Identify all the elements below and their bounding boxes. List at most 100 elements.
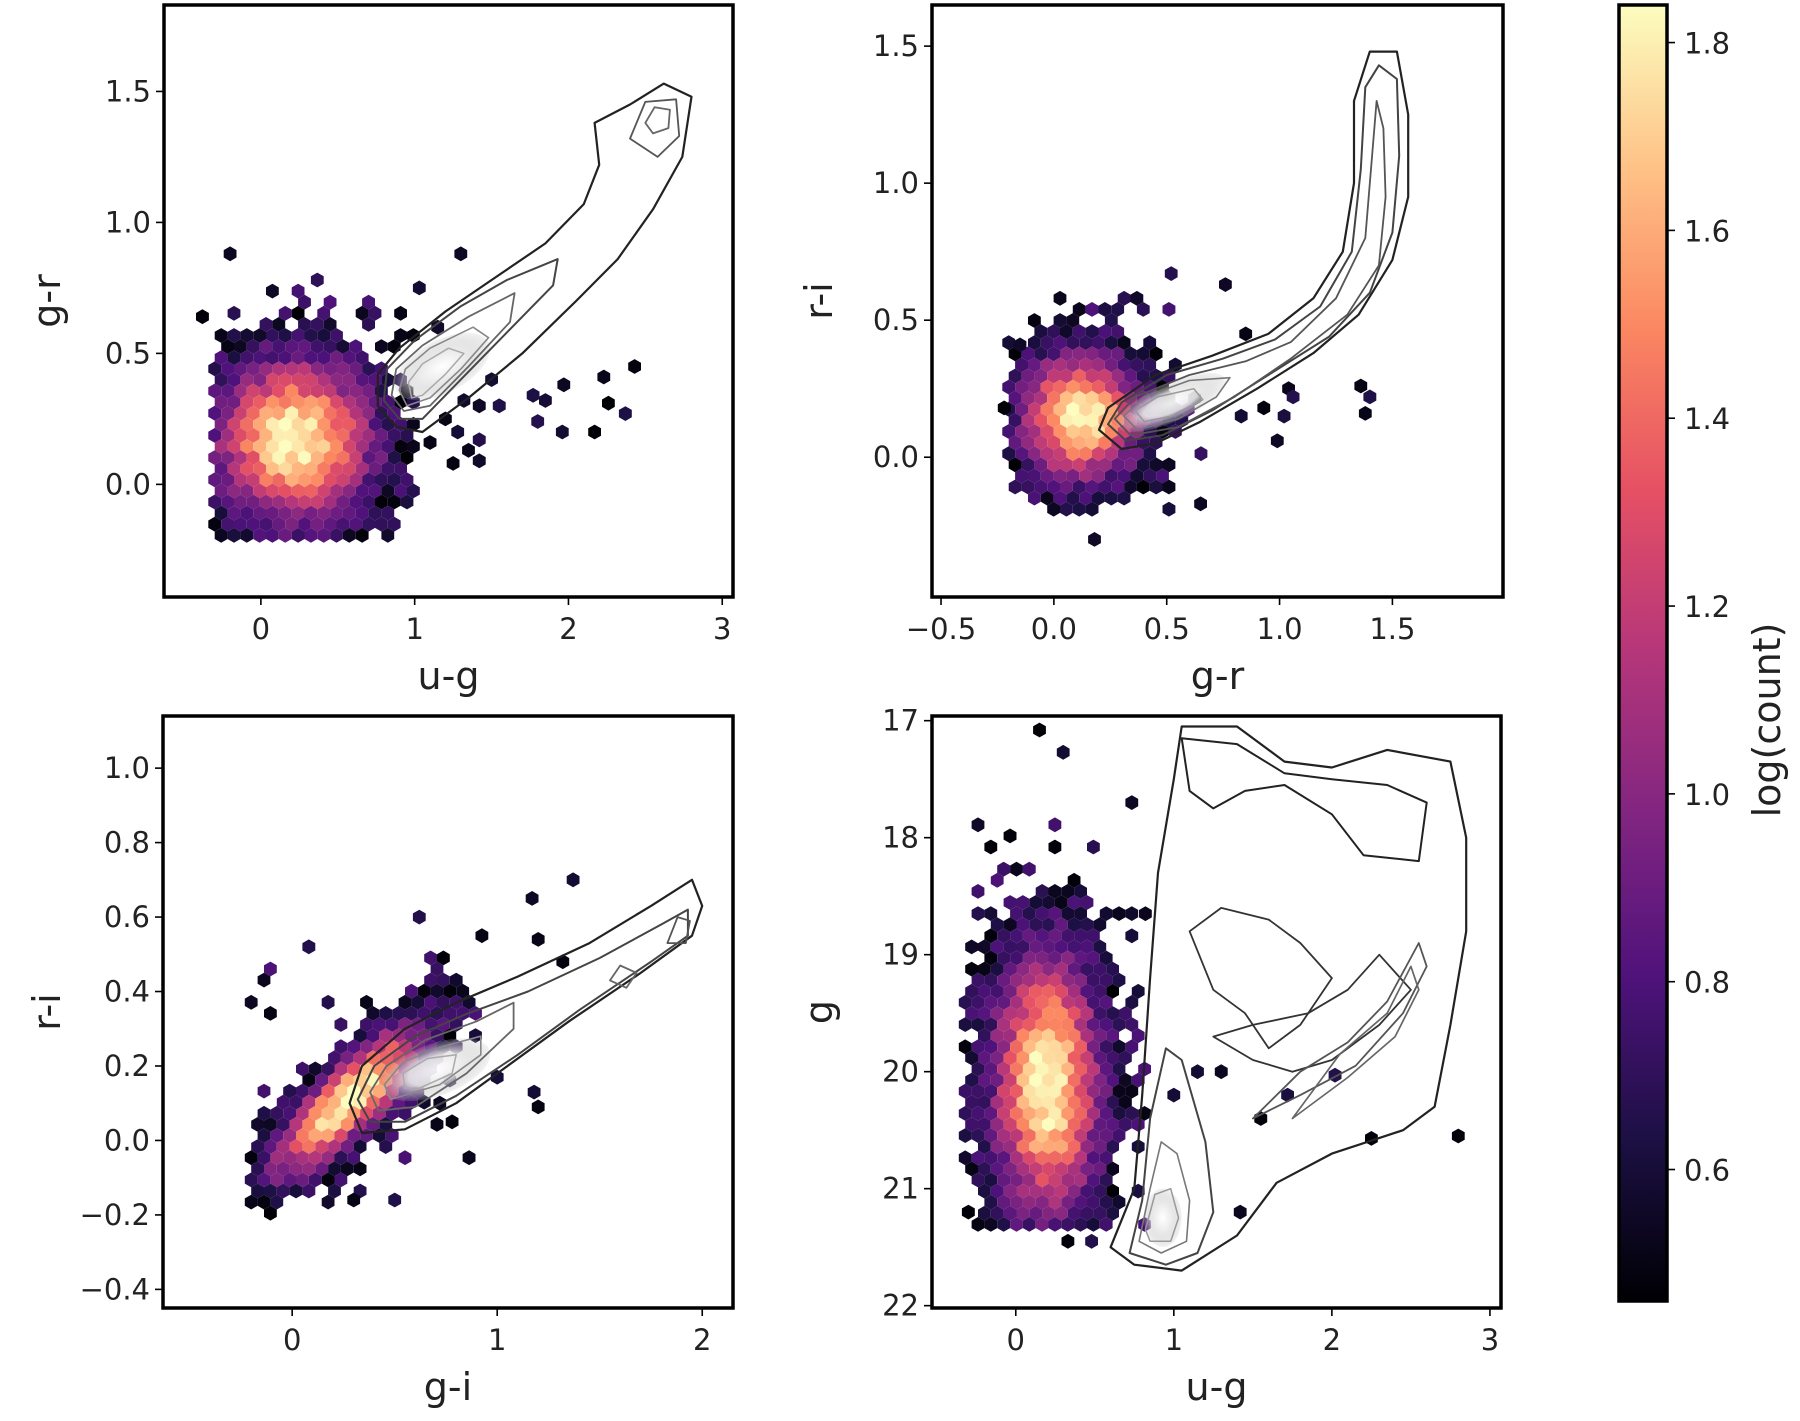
hexbin-cell [257, 1172, 271, 1188]
hexbin-cell [965, 983, 978, 999]
hexbin-cell [375, 405, 388, 421]
density-contour [644, 106, 671, 135]
x-axis-label: g-r [1191, 654, 1245, 698]
hexbin-cell [1028, 424, 1041, 439]
hexbin-cell [334, 1017, 348, 1032]
hexbin-cell [1016, 939, 1030, 955]
hexbin-cell [1072, 435, 1086, 450]
hexbin-cell [1047, 368, 1060, 384]
hexbin-cell [328, 1139, 341, 1154]
hexbin-cell [291, 283, 305, 299]
hexbin-cell [1048, 1106, 1062, 1121]
hexbin-cell [971, 1128, 985, 1143]
hexbin-cell [1002, 379, 1016, 395]
hexbin-cell [381, 505, 395, 521]
y-tick-label: 0.0 [105, 467, 151, 501]
hexbin-cell [1106, 1028, 1119, 1044]
hexbin-cell [336, 361, 350, 377]
hexbin-cell [1022, 972, 1036, 988]
hexbin-cell [302, 1161, 316, 1177]
hexbin-cell [1040, 424, 1054, 439]
hexbin-cell [449, 972, 463, 988]
hexbin-cell [349, 383, 363, 399]
hexbin-cell [1060, 435, 1073, 450]
hexbin-outlier [527, 1084, 541, 1100]
hexbin-cell [1111, 457, 1125, 473]
colorbar-tick-label: 1.8 [1684, 27, 1730, 61]
hexbin-cell [1010, 861, 1023, 877]
hexbin-cell [264, 1205, 277, 1221]
hexbin-cell [1087, 1217, 1100, 1232]
hexbin-cell [984, 1061, 998, 1077]
hexbin-cell [251, 1183, 264, 1199]
hexbin-cell [1028, 401, 1041, 417]
hexbin-cell [1047, 390, 1060, 406]
hexbin-cell [1093, 1072, 1107, 1088]
hexbin-cell [984, 839, 998, 855]
hexbin-cell [1028, 313, 1041, 328]
hexbin-cell [244, 1194, 258, 1210]
hexbin-cell [304, 350, 318, 366]
contour-layer [348, 878, 704, 1135]
hexbin-cell [266, 283, 279, 299]
hexbin-cell [1042, 1183, 1055, 1199]
hexbin-cell [283, 1128, 296, 1143]
hexbin-cell [330, 439, 343, 454]
y-tick-label: 19 [882, 938, 919, 972]
hexbin-cell [990, 983, 1004, 999]
hexbin-outlier [526, 387, 540, 403]
hexbin-cell [308, 1150, 322, 1166]
hexbin-cell [1066, 335, 1080, 351]
hexbin-cell [1092, 490, 1105, 506]
hexbin-cell [1112, 1017, 1126, 1032]
hexbin-outlier [1033, 722, 1046, 738]
hexbin-cell [285, 472, 299, 488]
hexbin-cell [1054, 1050, 1068, 1066]
hexbin-cell [1162, 457, 1176, 473]
hexbin-cell [1035, 1172, 1049, 1188]
hexbin-cell [272, 516, 286, 532]
hexbin-cell [1125, 795, 1139, 810]
hexbin-cell [1074, 1128, 1087, 1143]
hexbin-cell [984, 1083, 998, 1099]
density-contour [1107, 64, 1401, 442]
hexbin-cell [334, 1150, 348, 1166]
hexbin-cell [997, 1061, 1011, 1077]
hexbin-cell [978, 939, 991, 955]
hexbin-cell [1008, 479, 1022, 495]
hexbin-cell [1003, 1072, 1017, 1088]
hexbin-cell [336, 516, 350, 532]
hexbin-cell [1117, 335, 1131, 351]
hexbin-cell [1074, 906, 1087, 921]
hexbin-cell [1079, 357, 1092, 373]
hexbin-cell [347, 1128, 361, 1143]
hexbin-cell [1099, 906, 1113, 921]
hexbin-cell [270, 1128, 284, 1143]
hexbin-cell [304, 372, 318, 388]
hexbin-cell [1008, 368, 1022, 384]
hexbin-cell [208, 428, 222, 443]
hexbin-cell [283, 1083, 296, 1099]
hexbin-cell [214, 439, 228, 454]
hexbin-outlier [618, 406, 632, 421]
hexbin-cell [997, 1083, 1011, 1099]
hexbin-cell [1085, 435, 1099, 450]
hexbin-outlier [446, 456, 460, 471]
hexbin-outlier [1358, 406, 1372, 421]
hexbin-cell [387, 428, 401, 443]
hexbin-cell [1149, 479, 1163, 495]
hexbin-cell [291, 527, 305, 543]
hexbin-layer [196, 246, 641, 543]
hexbin-outlier [588, 424, 601, 440]
hexbin-cell [334, 1061, 348, 1077]
hexbin-cell [971, 1017, 985, 1032]
hexbin-cell [1072, 346, 1086, 362]
hexbin-cell [990, 917, 1004, 933]
hexbin-outlier [628, 359, 641, 374]
hexbin-cell [1112, 1194, 1126, 1210]
hexbin-cell [984, 995, 998, 1010]
hexbin-cell [221, 339, 234, 354]
hexbin-cell [1061, 1128, 1075, 1143]
hexbin-cell [984, 1194, 998, 1210]
hexbin-cell [340, 1117, 354, 1132]
